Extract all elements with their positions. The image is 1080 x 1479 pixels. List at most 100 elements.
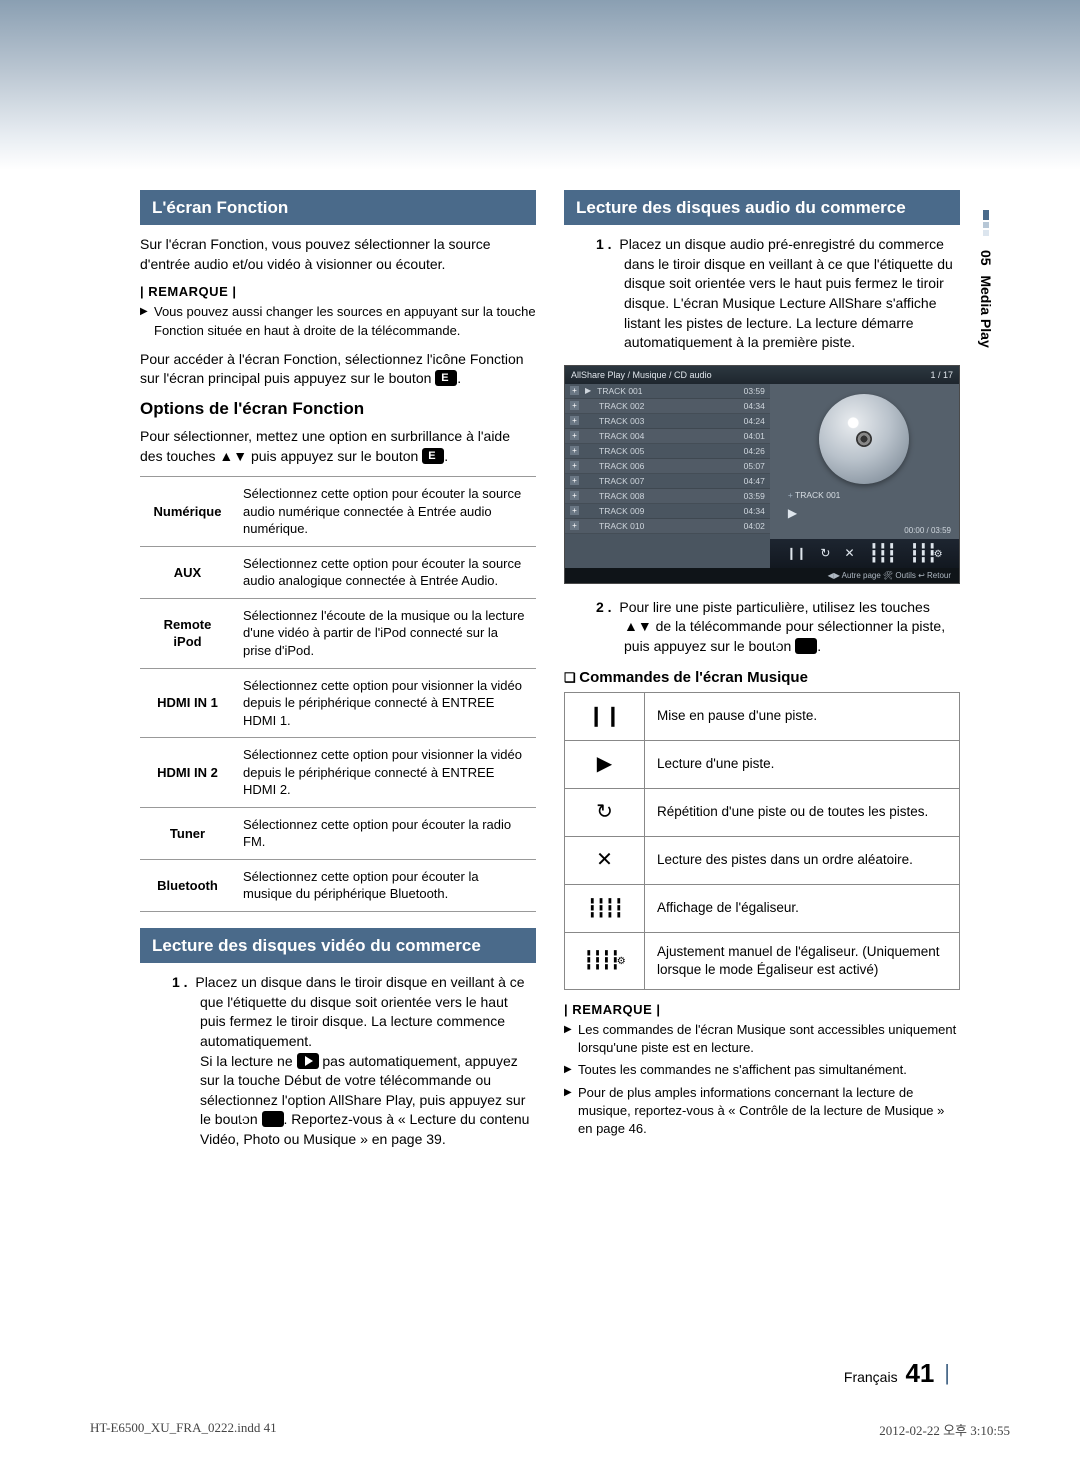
control-icon: ❙❙ (565, 692, 645, 740)
control-icon: ↻ (565, 788, 645, 836)
track-list: +▶TRACK 00103:59+TRACK 00204:34+TRACK 00… (565, 384, 770, 568)
control-icon: ▶ (565, 740, 645, 788)
print-metadata: HT-E6500_XU_FRA_0222.indd 41 2012-02-22 … (90, 1420, 1010, 1439)
step-number: 2 . (596, 599, 612, 615)
fn-key: AUX (140, 546, 235, 598)
expand-icon: + (570, 416, 579, 425)
track-row: + TRACK 010 04:02 (565, 519, 770, 534)
track-time: 04:47 (744, 476, 765, 486)
track-row: +TRACK 00504:26 (565, 444, 770, 459)
fn-desc: Sélectionnez cette option pour écouter l… (235, 859, 536, 911)
remark-item: Toutes les commandes ne s'affichent pas … (564, 1061, 960, 1079)
enter-icon (435, 370, 457, 386)
player-right-pane: TRACK 001 ▶ 00:00 / 03:59 ❙❙ ↻ ✕ ┇┇┇ ┇┇┇ (770, 384, 959, 568)
track-time: 03:59 (744, 386, 765, 396)
left-column: L'écran Fonction Sur l'écran Fonction, v… (140, 190, 536, 1162)
text-fragment: Pour accéder à l'écran Fonction, sélecti… (140, 351, 524, 387)
disc-icon (819, 394, 909, 484)
right-column: Lecture des disques audio du commerce 1 … (564, 190, 960, 1162)
expand-icon: + (570, 521, 579, 530)
track-name: TRACK 009 (599, 506, 738, 516)
fn-desc: Sélectionnez cette option pour visionner… (235, 668, 536, 738)
remark-list-left: Vous pouvez aussi changer les sources en… (140, 303, 536, 339)
track-time: 04:24 (744, 416, 765, 426)
remark-list-right: Les commandes de l'écran Musique sont ac… (564, 1021, 960, 1138)
footer-page-number: 41 (905, 1358, 934, 1388)
section-title-video-discs: Lecture des disques vidéo du commerce (140, 928, 536, 963)
expand-icon: + (570, 506, 579, 515)
table-row: ┇┇┇┇Ajustement manuel de l'égaliseur. (U… (565, 932, 960, 989)
control-icon: ┇┇┇┇ (565, 932, 645, 989)
remark-item: Vous pouvez aussi changer les sources en… (140, 303, 536, 339)
fn-desc: Sélectionnez cette option pour écouter l… (235, 807, 536, 859)
player-control-bar: ❙❙ ↻ ✕ ┇┇┇ ┇┇┇ (770, 539, 959, 568)
enter-icon (422, 448, 444, 464)
footer-bar-icon: | (944, 1360, 950, 1385)
track-name: TRACK 004 (599, 431, 738, 441)
enter-icon (262, 1111, 284, 1127)
expand-icon: + (570, 446, 579, 455)
table-row: HDMI IN 1Sélectionnez cette option pour … (140, 668, 536, 738)
page-footer: Français 41 | (844, 1358, 950, 1389)
allshare-player: AllShare Play / Musique / CD audio 1 / 1… (564, 365, 960, 584)
access-function-text: Pour accéder à l'écran Fonction, sélecti… (140, 350, 536, 389)
step-item: 2 . Pour lire une piste particulière, ut… (592, 598, 960, 657)
text-fragment: Pour sélectionner, mettez une option en … (140, 428, 510, 464)
track-row: +TRACK 00204:34 (565, 399, 770, 414)
track-row: +▶TRACK 00103:59 (565, 384, 770, 399)
options-intro: Pour sélectionner, mettez une option en … (140, 427, 536, 466)
fn-key: Remote iPod (140, 598, 235, 668)
track-name: TRACK 002 (599, 401, 738, 411)
text-fragment: Pour lire une piste particulière, utilis… (619, 599, 945, 654)
music-controls-heading: Commandes de l'écran Musique (564, 669, 960, 686)
table-row: AUXSélectionnez cette option pour écoute… (140, 546, 536, 598)
player-body: +▶TRACK 00103:59+TRACK 00204:34+TRACK 00… (565, 384, 959, 568)
track-time: 04:01 (744, 431, 765, 441)
fn-desc: Sélectionnez cette option pour visionner… (235, 738, 536, 808)
fn-desc: Sélectionnez l'écoute de la musique ou l… (235, 598, 536, 668)
player-breadcrumb: AllShare Play / Musique / CD audio (571, 370, 712, 380)
fn-key: Numérique (140, 477, 235, 547)
text-fragment: Si la lecture ne (200, 1053, 297, 1069)
shuffle-icon: ✕ (844, 546, 854, 560)
expand-icon: + (570, 491, 579, 500)
fn-desc: Sélectionnez cette option pour écouter l… (235, 546, 536, 598)
playing-icon: ▶ (585, 386, 591, 395)
control-icon: ✕ (565, 836, 645, 884)
fn-key: Bluetooth (140, 859, 235, 911)
track-name: TRACK 010 (599, 521, 738, 531)
track-time: 05:07 (744, 461, 765, 471)
track-name: TRACK 006 (599, 461, 738, 471)
audio-steps-2: 2 . Pour lire une piste particulière, ut… (564, 598, 960, 657)
track-row: +TRACK 00304:24 (565, 414, 770, 429)
remark-item: Pour de plus amples informations concern… (564, 1084, 960, 1139)
track-time: 04:02 (744, 521, 765, 531)
step-text: Placez un disque audio pré-enregistré du… (619, 236, 952, 350)
music-controls-table: ❙❙Mise en pause d'une piste.▶Lecture d'u… (564, 692, 960, 990)
fn-desc: Sélectionnez cette option pour écouter l… (235, 477, 536, 547)
track-row: +TRACK 00904:34 (565, 504, 770, 519)
fn-key: HDMI IN 1 (140, 668, 235, 738)
repeat-icon: ↻ (820, 546, 830, 560)
control-desc: Lecture des pistes dans un ordre aléatoi… (645, 836, 960, 884)
equalizer-settings-icon: ┇┇┇ (909, 543, 942, 564)
table-row: ❙❙Mise en pause d'une piste. (565, 692, 960, 740)
track-row: +TRACK 00803:59 (565, 489, 770, 504)
table-row: TunerSélectionnez cette option pour écou… (140, 807, 536, 859)
play-indicator-icon: ▶ (788, 506, 941, 520)
player-header: AllShare Play / Musique / CD audio 1 / 1… (565, 366, 959, 384)
print-timestamp: 2012-02-22 오후 3:10:55 (879, 1420, 1010, 1439)
time-readout: 00:00 / 03:59 (770, 520, 959, 539)
pause-icon: ❙❙ (786, 546, 806, 560)
table-row: ┇┇┇┇Affichage de l'égaliseur. (565, 884, 960, 932)
text-fragment: . (457, 370, 461, 386)
options-heading: Options de l'écran Fonction (140, 399, 536, 419)
table-row: BluetoothSélectionnez cette option pour … (140, 859, 536, 911)
table-row: NumériqueSélectionnez cette option pour … (140, 477, 536, 547)
equalizer-icon: ┇┇┇ (869, 543, 896, 564)
function-options-table: NumériqueSélectionnez cette option pour … (140, 476, 536, 912)
text-fragment: . (817, 638, 821, 654)
text-fragment: . (444, 448, 448, 464)
step-item: 1 . Placez un disque audio pré-enregistr… (592, 235, 960, 353)
control-desc: Lecture d'une piste. (645, 740, 960, 788)
